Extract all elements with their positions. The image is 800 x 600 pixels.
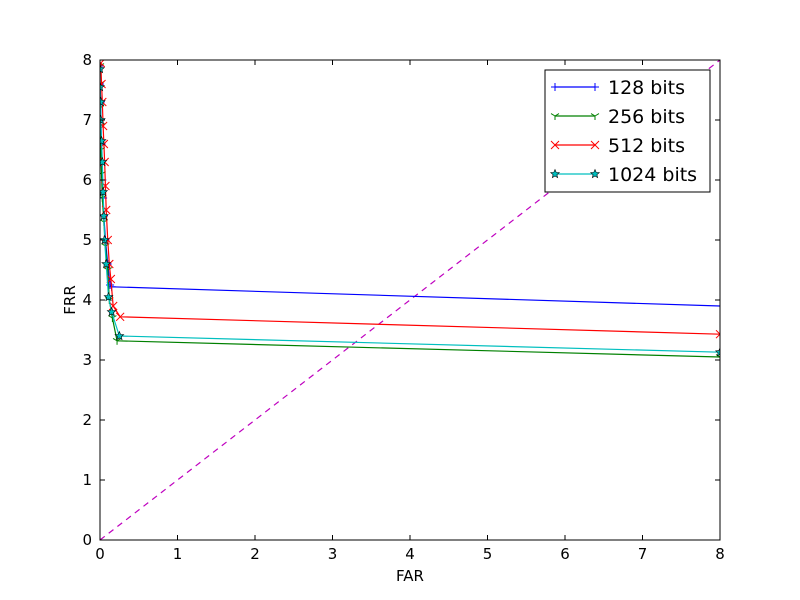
legend-label: 256 bits [608, 106, 685, 128]
y-tick-label: 4 [82, 291, 92, 309]
legend-marker [589, 168, 601, 179]
legend-marker [549, 168, 561, 179]
data-point [100, 81, 106, 92]
legend-label: 512 bits [608, 135, 685, 157]
x-tick-label: 0 [95, 545, 105, 563]
y-tick-label: 3 [82, 351, 92, 369]
data-point [100, 186, 109, 197]
legend: 128 bits 256 bits 512 bits 1024 bits [544, 69, 711, 193]
data-point [100, 135, 107, 146]
data-point [716, 302, 720, 310]
y-tick-label: 2 [82, 411, 92, 429]
data-point [714, 346, 720, 357]
legend-box [544, 69, 711, 193]
y-tick-label: 0 [82, 531, 92, 549]
data-point [106, 274, 116, 284]
x-tick-label: 7 [638, 545, 648, 563]
series-3 [100, 63, 720, 357]
legend-marker [551, 83, 559, 91]
legend-marker [590, 113, 600, 120]
legend-item: 512 bits [550, 135, 685, 157]
legend-item: 128 bits [551, 77, 685, 99]
x-tick-label: 6 [560, 545, 570, 563]
y-tick-label: 8 [82, 51, 92, 69]
x-tick-label: 4 [405, 545, 415, 563]
legend-label: 1024 bits [608, 164, 697, 186]
legend-item: 1024 bits [549, 164, 697, 186]
series-line [100, 62, 720, 335]
x-tick-label: 2 [250, 545, 260, 563]
data-point [101, 258, 112, 269]
legend-item: 256 bits [550, 106, 685, 128]
y-axis-label: FRR [61, 285, 79, 314]
legend-marker [550, 113, 560, 120]
x-tick-label: 8 [715, 545, 725, 563]
data-point [100, 210, 109, 221]
legend-marker [590, 140, 600, 150]
legend-marker [550, 140, 560, 150]
legend-marker [591, 83, 599, 91]
axis-ticks: 0 1 2 3 4 5 6 7 8 0 1 2 3 4 5 6 7 8 [82, 51, 724, 563]
y-tick-label: 6 [82, 171, 92, 189]
data-point [715, 329, 720, 339]
data-point [103, 291, 114, 302]
data-point [114, 330, 125, 341]
data-point [100, 63, 106, 74]
data-point [715, 354, 720, 361]
y-tick-label: 7 [82, 111, 92, 129]
data-point [106, 306, 117, 317]
y-tick-label: 5 [82, 231, 92, 249]
legend-label: 128 bits [608, 77, 685, 99]
data-point [100, 62, 104, 70]
data-point [100, 156, 108, 167]
data-point [100, 79, 106, 89]
data-point [100, 96, 106, 107]
data-point [100, 80, 104, 88]
x-tick-label: 5 [483, 545, 493, 563]
x-tick-label: 1 [173, 545, 183, 563]
data-point [115, 312, 125, 322]
y-tick-label: 1 [82, 471, 92, 489]
x-axis-label: FAR [396, 567, 424, 585]
x-tick-label: 3 [328, 545, 338, 563]
